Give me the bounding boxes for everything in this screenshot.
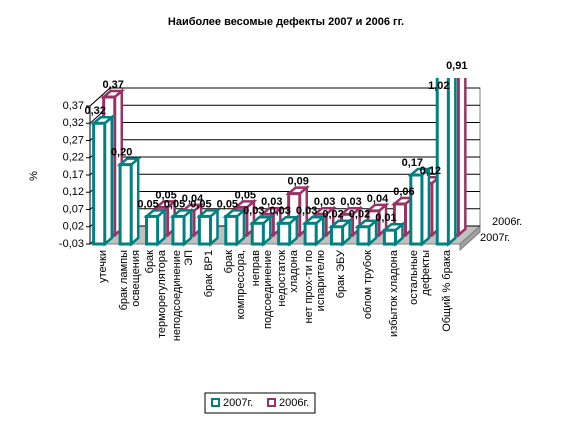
bar-front [92, 121, 107, 246]
floor-edge [459, 224, 481, 252]
x-tick-label: облом трубок [361, 250, 374, 320]
x-tick-label: нет прох-ти по испарителю [302, 250, 327, 324]
bar [407, 166, 433, 247]
value-label: 0,05 [235, 189, 256, 201]
bar-front [250, 221, 265, 246]
legend-box [204, 392, 316, 414]
bar [275, 214, 301, 247]
value-label: 0,06 [393, 186, 414, 198]
bar [169, 207, 195, 247]
value-label: 0,03 [314, 196, 335, 208]
bar-front [224, 214, 239, 246]
x-tick-label: неправ подсоединение [249, 250, 274, 329]
value-label: 0,17 [402, 157, 423, 169]
x-tick-label: остальные дефекты [408, 250, 433, 305]
bar-front [145, 214, 160, 246]
x-tick-label: брак лампы освещения [117, 250, 142, 311]
bar-front [356, 225, 371, 246]
x-tick-label: недостаток хладона [276, 250, 301, 307]
bar [222, 207, 248, 247]
value-label: 0,05 [190, 198, 211, 210]
value-label: 0,05 [164, 198, 185, 210]
y-tick-label: 0,27 [63, 134, 84, 146]
y-tick-label: 0,17 [63, 169, 84, 181]
value-label: 0,91 [446, 60, 467, 72]
y-tick-label: 0,37 [63, 100, 84, 112]
legend-marker [211, 398, 220, 407]
bar-front [435, 78, 450, 246]
bar-front [277, 221, 292, 246]
x-tick-label: избыток хладона [387, 250, 400, 337]
bar-side [457, 78, 467, 238]
chart-title: Наиболее весомые дефекты 2007 и 2006 гг. [168, 16, 404, 28]
bar [195, 207, 221, 247]
bar [380, 221, 406, 247]
value-label: 0,02 [322, 209, 343, 221]
value-label: 0,05 [155, 189, 176, 201]
value-label: 0,05 [217, 198, 238, 210]
value-label: 1,02 [428, 80, 449, 92]
bar-front [303, 221, 318, 246]
value-label: 0,12 [420, 165, 441, 177]
bar-front [197, 214, 212, 246]
value-labels: 0,370,05 0,04 0,050,030,090,03 0,03 0,040,06… [85, 60, 468, 224]
bars [90, 78, 467, 247]
value-label: 0,05 [137, 198, 158, 210]
bar [90, 114, 116, 247]
value-label: 0,01 [375, 212, 396, 224]
bar [116, 155, 142, 247]
bar-front [118, 163, 133, 246]
legend-label: 2006г. [279, 397, 309, 409]
value-label: 0,37 [103, 79, 124, 91]
y-axis-label: % [28, 171, 40, 181]
bar [143, 207, 169, 247]
x-tick-label: брак терморегулятора [144, 250, 169, 338]
value-label: 0,32 [85, 105, 106, 117]
y-tick-label: 0,22 [63, 152, 84, 164]
value-label: 0,03 [243, 205, 264, 217]
x-tick-label: неподсоединение ЭП [170, 250, 195, 342]
y-tick-label: -0,03 [59, 238, 84, 250]
bar [435, 78, 457, 247]
value-label: 0,09 [288, 176, 309, 188]
value-label: 0,03 [261, 196, 282, 208]
y-tick-label: 0,02 [63, 221, 84, 233]
bar [328, 218, 354, 247]
x-tick-label: брак ВР1 [202, 250, 215, 298]
bar [248, 214, 274, 247]
legend-label: 2007г. [223, 397, 253, 409]
bar-front [409, 173, 424, 246]
value-label: 0,02 [349, 209, 370, 221]
x-tick-label: Общий % брака [440, 250, 453, 332]
legend-marker [267, 398, 276, 407]
value-label: 0,03 [270, 205, 291, 217]
value-label: 0,20 [111, 147, 132, 159]
x-tick-label: утечки [97, 250, 110, 283]
x-tick-label: брак ЭБУ [335, 250, 348, 299]
bar-front [330, 225, 345, 246]
y-tick-label: 0,07 [63, 203, 84, 215]
bar [354, 218, 380, 247]
value-label: 0,03 [296, 205, 317, 217]
x-tick-label: брак компрессора, [223, 250, 248, 320]
bar-front [171, 214, 186, 246]
value-label: 0,04 [367, 193, 389, 205]
bar [301, 214, 327, 247]
y-tick-label: 0,32 [63, 117, 84, 129]
grid-line [89, 87, 111, 107]
depth-label: 2006г. [492, 216, 522, 228]
value-label: 0,03 [340, 196, 361, 208]
depth-label: 2007г. [480, 232, 510, 244]
value-label: 0,04 [182, 193, 204, 205]
y-tick-label: 0,12 [63, 186, 84, 198]
bar-front [382, 228, 397, 246]
bar-side [447, 78, 457, 247]
